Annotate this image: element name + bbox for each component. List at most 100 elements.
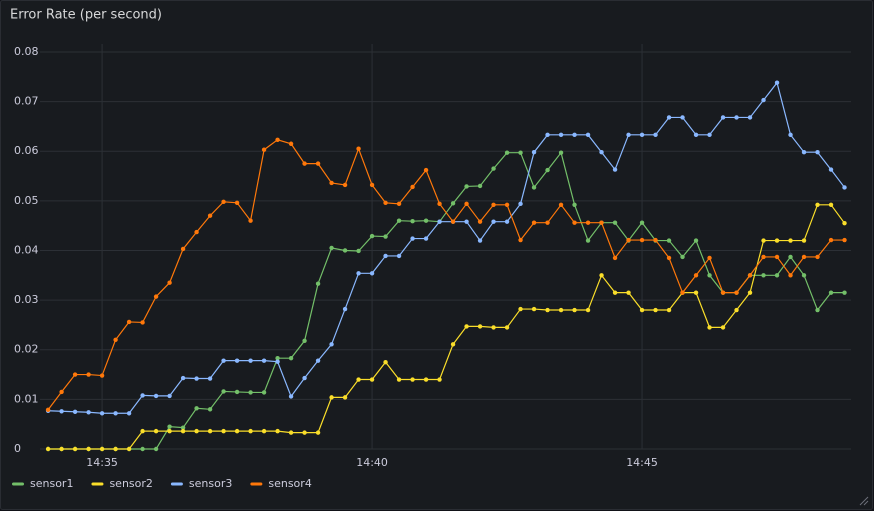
data-point [558,307,564,313]
data-point [72,372,78,377]
data-point [437,201,442,207]
data-point [437,219,442,224]
data-point [356,248,361,254]
data-point [221,358,226,363]
y-tick-label: 0.04 [14,243,39,256]
data-point [734,307,739,313]
data-point [707,132,712,138]
data-point [248,358,253,363]
data-point [167,424,172,429]
data-point [396,377,402,382]
data-point [450,342,456,347]
data-point [45,446,51,452]
data-point [140,446,145,452]
data-point [342,182,348,188]
data-point [248,428,253,434]
legend-item[interactable]: sensor3 [170,477,232,490]
y-tick-label: 0 [14,442,21,455]
data-point [531,149,537,155]
data-point [572,202,577,208]
data-point [788,273,793,278]
data-point [842,220,847,226]
data-point [585,238,591,243]
data-point [342,306,348,312]
data-point [248,218,253,223]
data-point [99,373,105,378]
data-point [720,115,726,120]
data-point [153,294,159,299]
data-point [329,180,334,186]
data-point [261,390,267,395]
data-point [734,290,739,295]
x-tick-label: 14:45 [626,456,658,469]
data-point [572,132,577,138]
series-line [48,81,845,414]
resize-handle[interactable] [859,496,869,506]
data-point [801,238,807,243]
data-point [99,446,105,452]
data-point [774,80,780,85]
data-point [761,238,766,243]
data-point [774,238,780,243]
data-point [86,410,91,415]
data-point [828,167,834,172]
data-point [626,132,631,138]
data-point [801,254,807,260]
data-point [761,97,766,103]
data-point [761,254,766,260]
data-point [207,407,213,412]
y-tick-label: 0.02 [14,343,39,356]
data-point [612,255,618,261]
data-point [194,406,199,411]
data-point [369,271,375,276]
data-point [302,161,307,166]
data-point [383,200,388,206]
data-point [113,446,118,452]
data-point [153,428,159,434]
data-point [720,290,726,295]
data-point [140,320,145,325]
legend-item[interactable]: sensor4 [250,477,312,490]
data-point [558,132,564,138]
data-point [504,202,510,208]
data-point [666,115,672,120]
data-point [693,273,699,278]
data-point [59,389,64,395]
series [45,80,847,416]
data-point [423,377,429,382]
data-point [59,409,64,414]
data-point [504,325,510,330]
data-point [518,201,523,207]
legend-label: sensor4 [268,477,311,490]
data-point [423,218,429,223]
data-point [140,393,145,398]
data-point [437,377,442,382]
data-point [275,428,280,434]
data-point [693,132,699,138]
data-point [653,237,658,243]
data-point [315,161,321,166]
data-point [599,149,604,155]
data-point [558,150,564,155]
data-point [788,254,793,260]
y-tick-label: 0.06 [14,144,39,157]
legend-item[interactable]: sensor2 [91,477,153,490]
data-point [383,234,388,239]
series [45,202,847,452]
data-point [666,307,672,313]
data-point [815,202,820,208]
data-point [126,411,132,416]
legend-swatch [250,482,263,486]
data-point [680,115,685,120]
data-point [531,220,537,225]
data-point [491,166,496,171]
x-tick-label: 14:35 [86,456,118,469]
data-point [383,253,388,259]
data-point [72,409,78,414]
data-point [248,390,253,395]
data-point [585,220,591,225]
data-point [653,132,658,138]
legend-item[interactable]: sensor1 [12,477,73,490]
data-point [410,218,415,224]
